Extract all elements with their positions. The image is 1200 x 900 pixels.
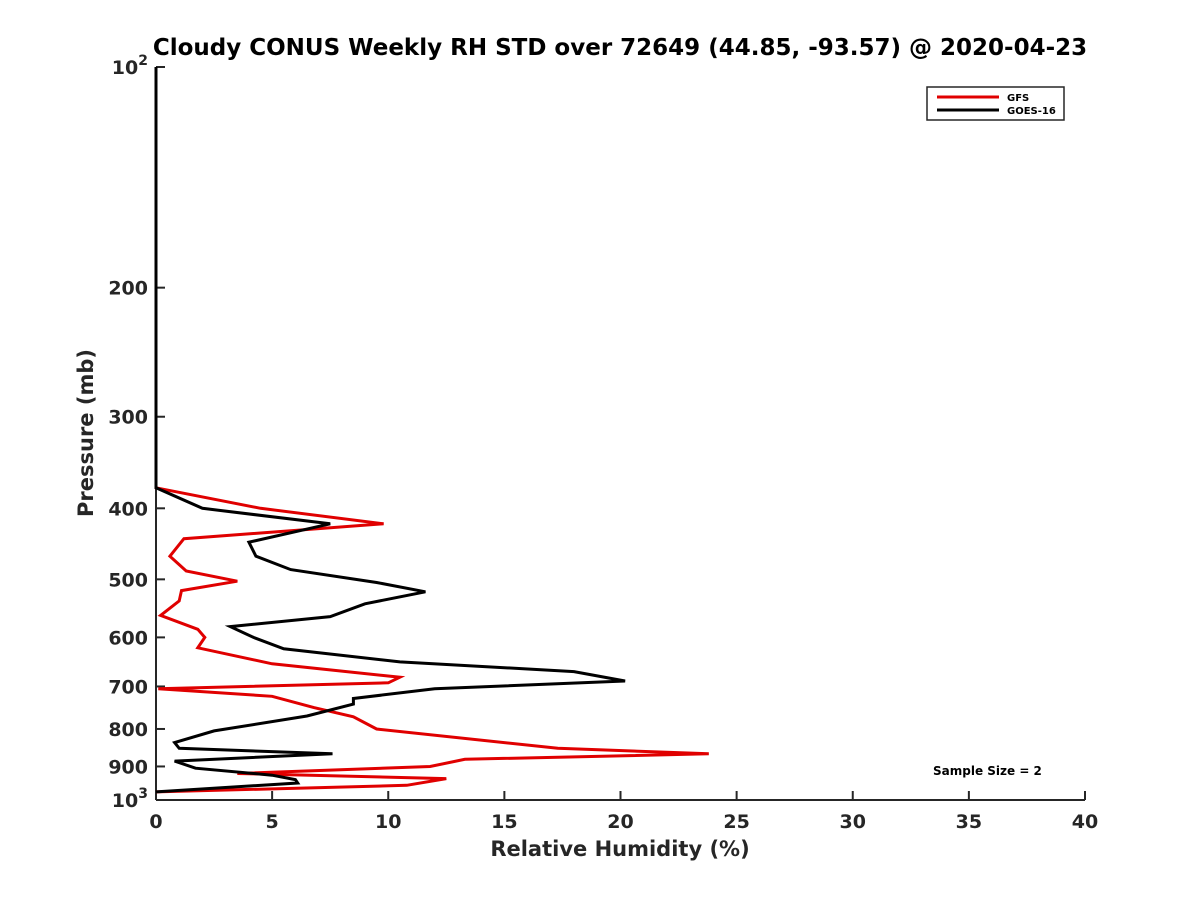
annotations-layer: Sample Size = 2 [933, 764, 1042, 778]
chart-title: Cloudy CONUS Weekly RH STD over 72649 (4… [153, 35, 1087, 61]
y-tick-label: 200 [108, 278, 148, 300]
y-tick-label: 102 [112, 53, 148, 79]
x-tick-label: 20 [607, 811, 633, 833]
y-tick-label: 500 [108, 569, 148, 591]
legend: GFS GOES-16 [926, 86, 1065, 121]
y-tick-label: 400 [108, 498, 148, 520]
legend-label-gfs: GFS [1007, 93, 1029, 104]
x-tick-label: 0 [149, 811, 162, 833]
y-tick-label: 600 [108, 627, 148, 649]
series-layer [154, 67, 709, 794]
y-tick-label: 800 [108, 719, 148, 741]
x-tick-label: 40 [1072, 811, 1098, 833]
legend-label-goes-16: GOES-16 [1007, 106, 1056, 117]
x-tick-label: 30 [840, 811, 866, 833]
x-tick-label: 10 [375, 811, 401, 833]
y-tick-label: 700 [108, 676, 148, 698]
y-tick-label: 900 [108, 756, 148, 778]
y-tick-label: 103 [112, 786, 148, 812]
x-tick-label: 5 [266, 811, 279, 833]
series-line-goes-16 [154, 67, 626, 794]
x-tick-label: 35 [956, 811, 982, 833]
sample-size-label: Sample Size = 2 [933, 764, 1042, 778]
y-axis-label: Pressure (mb) [74, 349, 98, 517]
series-line-gfs [154, 67, 709, 794]
legend-box [926, 86, 1065, 121]
x-tick-label: 25 [723, 811, 749, 833]
x-axis-label: Relative Humidity (%) [490, 837, 749, 861]
y-tick-label: 300 [108, 407, 148, 429]
x-tick-label: 15 [491, 811, 517, 833]
